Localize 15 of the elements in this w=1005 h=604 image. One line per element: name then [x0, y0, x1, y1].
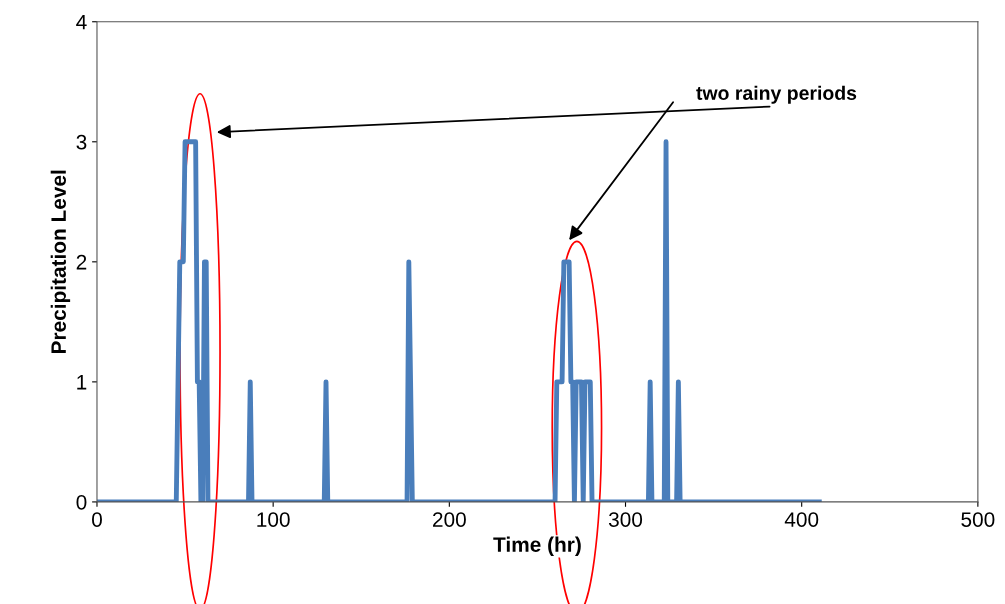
x-tick-label: 200 [433, 512, 466, 527]
x-tick-label: 500 [961, 512, 995, 527]
y-tick-label: 0 [76, 494, 87, 510]
y-tick-label: 4 [76, 14, 87, 30]
y-tick-label: 1 [77, 375, 87, 390]
y-tick-label: 2 [76, 254, 87, 270]
annotation: two rainy periods [696, 85, 857, 104]
x-tick-label: 0 [92, 512, 102, 527]
y-tick-label: 3 [76, 134, 87, 150]
x-tick-label: 400 [784, 512, 819, 527]
x-tick-label: 100 [257, 512, 290, 527]
line-series [96, 139, 822, 502]
x-axis-title: Time (hr) [493, 536, 581, 557]
y-axis-title: Precipitation Level [50, 170, 71, 354]
x-tick-label: 300 [608, 512, 643, 527]
